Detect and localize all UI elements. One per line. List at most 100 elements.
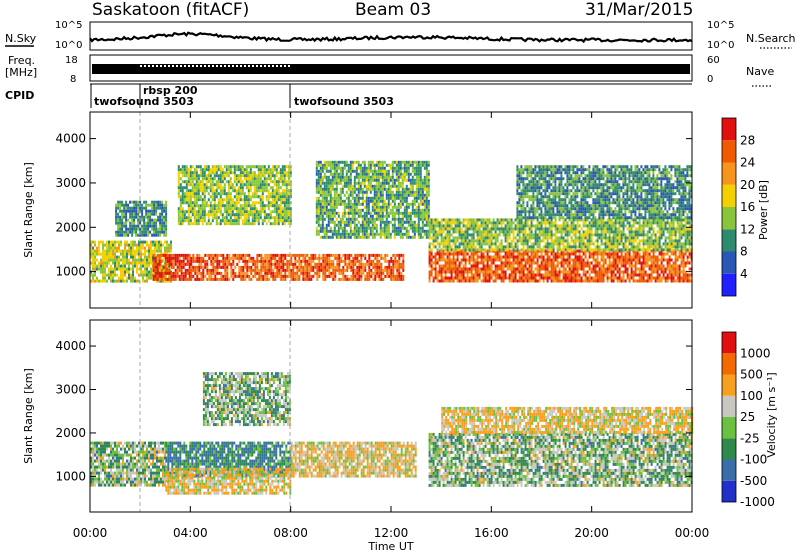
data-cell [232, 262, 235, 266]
data-cell [594, 261, 597, 265]
data-cell [199, 174, 202, 178]
data-cell [562, 261, 565, 265]
data-cell [606, 267, 609, 271]
data-cell [343, 166, 346, 170]
data-cell [460, 258, 463, 262]
data-cell [247, 201, 250, 205]
data-cell [145, 203, 148, 207]
data-cell [174, 274, 177, 278]
data-cell [407, 163, 410, 167]
data-cell [419, 226, 422, 230]
data-cell [230, 274, 233, 278]
data-cell [646, 258, 649, 262]
data-cell [257, 171, 260, 175]
data-cell [233, 219, 236, 223]
data-cell [227, 201, 230, 205]
data-cell [154, 271, 157, 275]
data-cell [279, 216, 282, 220]
data-cell [570, 276, 573, 280]
data-cell [425, 214, 428, 218]
data-cell [90, 255, 92, 259]
data-cell [339, 193, 342, 197]
data-cell [628, 255, 631, 259]
data-cell [137, 233, 140, 237]
data-cell [494, 252, 497, 256]
data-cell [160, 279, 162, 283]
data-cell [207, 216, 210, 220]
data-cell [379, 190, 382, 194]
data-cell [371, 205, 374, 209]
data-cell [156, 256, 159, 260]
data-cell [354, 271, 357, 275]
data-cell [632, 255, 635, 259]
data-cell [247, 186, 250, 190]
data-cell [298, 259, 301, 263]
data-cell [168, 243, 170, 247]
data-cell [337, 223, 340, 227]
data-cell [193, 183, 196, 187]
data-cell [466, 276, 469, 280]
data-cell [460, 267, 463, 271]
data-cell [287, 183, 290, 187]
data-cell [188, 253, 191, 257]
data-cell [355, 226, 358, 230]
data-cell [460, 249, 463, 253]
data-cell [327, 160, 330, 164]
data-cell [397, 169, 400, 173]
data-cell [112, 267, 114, 271]
data-cell [566, 273, 569, 277]
data-cell [644, 255, 647, 259]
data-cell [205, 186, 208, 190]
data-cell [357, 160, 360, 164]
data-cell [127, 230, 130, 234]
data-cell [380, 256, 383, 260]
data-cell [179, 168, 182, 172]
data-cell [263, 219, 266, 223]
data-cell [233, 201, 236, 205]
data-cell [289, 186, 292, 190]
data-cell [130, 261, 132, 265]
data-cell [329, 166, 332, 170]
data-cell [262, 259, 265, 263]
data-cell [229, 201, 232, 205]
data-cell [181, 174, 184, 178]
data-cell [132, 261, 134, 265]
data-cell [156, 274, 159, 278]
data-cell [242, 265, 245, 269]
data-cell [349, 202, 352, 206]
data-cell [369, 232, 372, 236]
data-cell [576, 261, 579, 265]
data-cell [243, 210, 246, 214]
data-cell [368, 256, 371, 260]
data-cell [122, 258, 124, 262]
data-cell [259, 174, 262, 178]
data-cell [280, 274, 283, 278]
data-cell [131, 206, 134, 210]
data-cell [239, 171, 242, 175]
data-cell [363, 232, 366, 236]
data-cell [257, 165, 260, 169]
data-cell [257, 177, 260, 181]
data-cell [526, 258, 529, 262]
data-cell [123, 206, 126, 210]
data-cell [580, 261, 583, 265]
data-cell [570, 273, 573, 277]
data-cell [189, 219, 192, 223]
data-cell [654, 267, 657, 271]
data-cell [92, 267, 94, 271]
data-cell [610, 267, 613, 271]
data-cell [201, 207, 204, 211]
data-cell [119, 230, 122, 234]
data-cell [300, 271, 303, 275]
data-cell [446, 255, 449, 259]
data-cell [256, 277, 259, 281]
data-cell [518, 255, 521, 259]
data-cell [231, 198, 234, 202]
data-cell [288, 268, 291, 272]
data-cell [121, 212, 124, 216]
data-cell [470, 255, 473, 259]
data-cell [206, 253, 209, 257]
data-cell [246, 268, 249, 272]
data-cell [373, 211, 376, 215]
data-cell [528, 264, 531, 268]
